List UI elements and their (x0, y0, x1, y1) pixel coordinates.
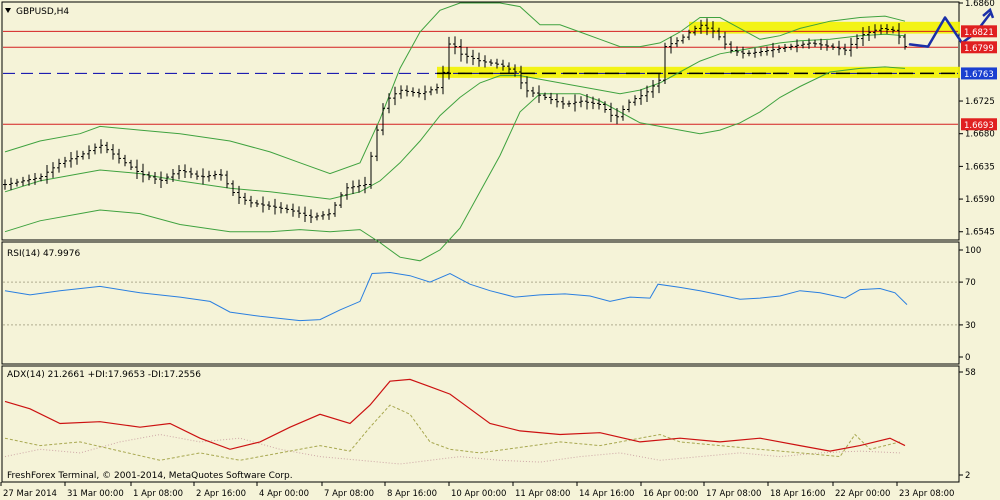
price-tick-label: 1.6545 (965, 228, 995, 238)
time-axis: 27 Mar 2014 31 Mar 00:00 1 Apr 08:00 2 Apr … (0, 482, 954, 499)
rsi-tick-label: 0 (965, 353, 970, 363)
time-tick-label: 23 Apr 08:00 (899, 489, 954, 499)
adx-panel-frame (1, 365, 960, 483)
highlight-zone (437, 66, 960, 78)
time-tick-label: 17 Apr 08:00 (706, 489, 761, 499)
bollinger-lower-band (4, 66, 906, 262)
time-tick-label: 14 Apr 16:00 (579, 489, 634, 499)
bollinger-middle-band (4, 33, 906, 200)
price-label-text: 1.6821 (964, 28, 994, 38)
footer-copyright: FreshForex Terminal, © 2001-2014, MetaQu… (7, 471, 293, 481)
rsi-panel: 100 70 30 0 (3, 246, 981, 363)
rsi-tick-label: 30 (965, 321, 976, 331)
price-tick-label: 1.6635 (965, 162, 995, 172)
symbol-label: GBPUSD,H4 (16, 7, 69, 17)
time-tick-label: 18 Apr 16:00 (770, 489, 825, 499)
rsi-tick-label: 70 (965, 278, 976, 288)
price-label-text: 1.6763 (964, 70, 994, 80)
dropdown-arrow-icon[interactable] (5, 8, 11, 13)
rsi-tick-label: 100 (965, 246, 981, 256)
minus-di-line (4, 433, 901, 465)
forecast-arrowhead-icon (982, 7, 995, 19)
bollinger-upper-band (4, 2, 906, 175)
rsi-panel-frame (1, 241, 960, 365)
time-tick-label: 11 Apr 08:00 (515, 489, 570, 499)
time-tick-label: 27 Mar 2014 (3, 489, 57, 499)
price-label-text: 1.6799 (964, 44, 994, 54)
price-panel-frame (1, 1, 960, 241)
time-tick-label: 7 Apr 08:00 (324, 489, 374, 499)
adx-panel: 58 2 (4, 368, 976, 481)
time-tick-label: 2 Apr 16:00 (196, 489, 246, 499)
adx-label: ADX(14) 21.2661 +DI:17.9653 -DI:17.2556 (7, 370, 201, 380)
price-panel: 1.6860 1.6725 1.6680 1.6635 1.6590 1.6545 1.68… (3, 0, 997, 262)
adx-line (4, 378, 906, 452)
time-tick-label: 4 Apr 00:00 (259, 489, 309, 499)
time-tick-label: 31 Mar 00:00 (67, 489, 124, 499)
time-tick-label: 16 Apr 00:00 (643, 489, 698, 499)
price-label-text: 1.6693 (964, 121, 994, 131)
price-tick-label: 1.6725 (965, 97, 995, 107)
time-tick-label: 8 Apr 16:00 (387, 489, 437, 499)
time-tick-label: 10 Apr 00:00 (451, 489, 506, 499)
plus-di-line (4, 404, 901, 461)
time-tick-label: 22 Apr 00:00 (835, 489, 890, 499)
rsi-label: RSI(14) 47.9976 (7, 249, 80, 259)
price-tick-label: 1.6860 (965, 0, 995, 9)
price-label-box (961, 118, 997, 131)
price-label-box (961, 41, 997, 54)
adx-tick-label: 2 (965, 471, 970, 481)
price-tick-label: 1.6680 (965, 130, 995, 140)
time-tick-label: 1 Apr 08:00 (133, 489, 183, 499)
price-label-box (961, 25, 997, 38)
price-tick-label: 1.6590 (965, 195, 995, 205)
highlight-zone (689, 21, 960, 34)
price-label-box (961, 67, 997, 80)
adx-tick-label: 58 (965, 368, 976, 378)
rsi-line (4, 271, 908, 322)
